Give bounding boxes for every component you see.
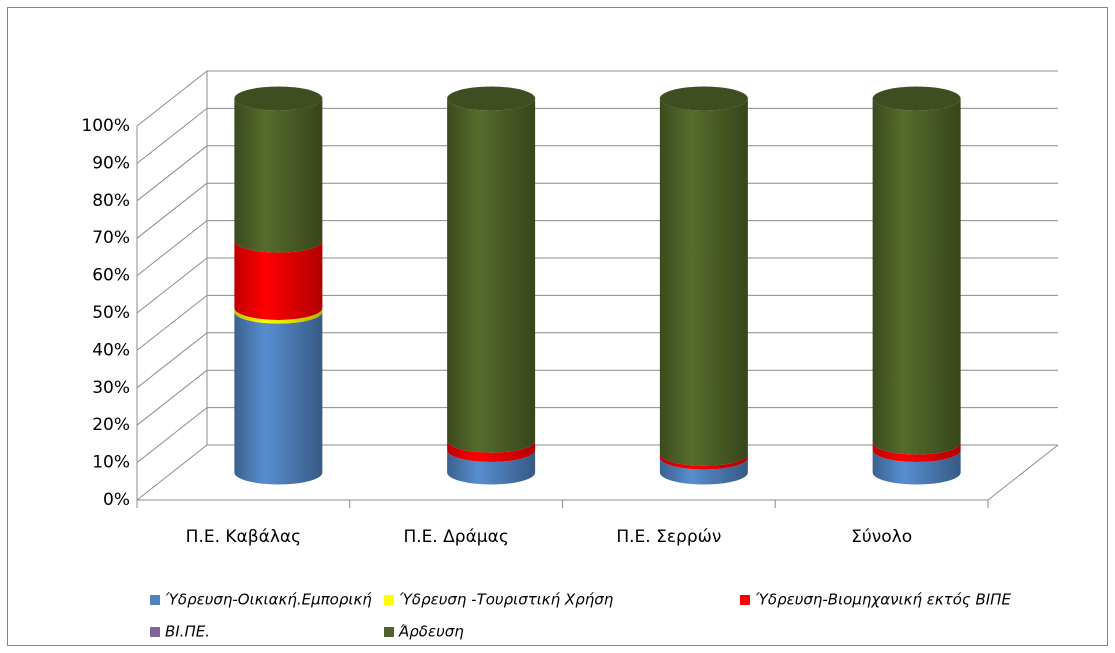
- cylinder-segment: [234, 240, 323, 320]
- cylinder-top: [234, 86, 323, 111]
- cylinder-segment: [234, 307, 323, 324]
- y-tick-label: 90%: [92, 153, 130, 173]
- x-tick-label: Π.Ε. Καβάλας: [186, 527, 301, 547]
- y-tick-label: 70%: [92, 228, 130, 248]
- legend-label: Ύδρευση -Τουριστική Χρήση: [399, 591, 614, 609]
- legend-swatch: [384, 627, 394, 637]
- cylinder-segment: [234, 311, 323, 485]
- legend-swatch: [740, 595, 750, 605]
- cylinder-segment: [872, 442, 961, 463]
- cylinder-segment: [447, 450, 536, 485]
- cylinder-segment: [659, 453, 748, 470]
- x-tick-label: Σύνολο: [851, 527, 912, 547]
- y-tick-label: 20%: [92, 415, 130, 435]
- cylinder-top: [872, 86, 961, 111]
- y-tick-label: 30%: [92, 378, 130, 398]
- grid-line: [136, 70, 208, 127]
- y-tick-label: 10%: [92, 453, 130, 473]
- legend-label: Ύδρευση-Βιομηχανική εκτός ΒΙΠΕ: [755, 591, 1011, 609]
- y-tick-label: 50%: [92, 303, 130, 323]
- grid-line: [136, 145, 208, 202]
- legend-label: Ύδρευση-Οικιακή.Εμπορική: [165, 591, 372, 609]
- grid-line: [136, 257, 208, 314]
- grid-line: [136, 407, 208, 463]
- grid-line: [136, 369, 208, 426]
- cylinder-segment: [659, 98, 748, 466]
- cylinder-segment: [659, 457, 748, 485]
- grid-line: [136, 444, 208, 501]
- legend-swatch: [150, 627, 160, 637]
- legend-label: ΒΙ.ΠΕ.: [165, 623, 210, 641]
- y-tick-label: 60%: [92, 266, 130, 286]
- y-tick-label: 0%: [103, 490, 130, 510]
- cylinder-segment: [872, 450, 961, 485]
- y-tick-label: 80%: [92, 191, 130, 211]
- grid-line: [136, 332, 208, 389]
- y-tick-label: 40%: [92, 340, 130, 360]
- grid-line: [136, 295, 208, 351]
- grid-line: [136, 108, 208, 164]
- cylinder-segment: [234, 98, 323, 253]
- legend-swatch: [384, 595, 394, 605]
- cylinder-segment: [447, 98, 536, 453]
- y-tick-label: 100%: [81, 116, 130, 136]
- cylinder-segment: [872, 98, 961, 455]
- cylinder-top: [659, 86, 748, 111]
- x-tick-label: Π.Ε. Δράμας: [403, 527, 508, 547]
- legend-label: Άρδευση: [398, 623, 464, 641]
- grid-line: [136, 220, 208, 276]
- cylinder-segment: [447, 440, 536, 463]
- legend-swatch: [150, 595, 160, 605]
- x-tick-label: Π.Ε. Σερρών: [616, 527, 721, 547]
- cylinder-top: [447, 86, 536, 111]
- grid-line: [136, 182, 208, 239]
- floor-edge: [987, 444, 1059, 501]
